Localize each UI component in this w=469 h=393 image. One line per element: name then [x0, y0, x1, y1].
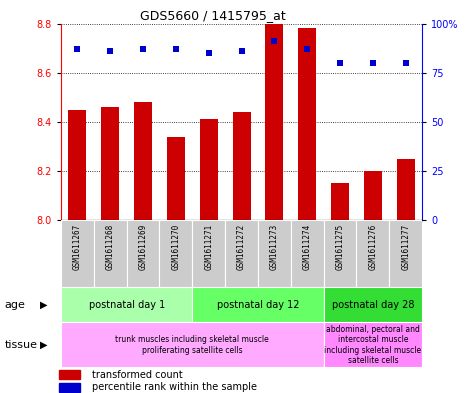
Text: GSM1611268: GSM1611268 [106, 223, 115, 270]
Text: postnatal day 28: postnatal day 28 [332, 299, 414, 310]
Bar [397, 159, 415, 220]
Bar [127, 220, 159, 287]
Bar [258, 220, 291, 287]
Text: ▶: ▶ [40, 340, 47, 350]
Bar [225, 220, 258, 287]
Bar [192, 287, 324, 322]
Bar [61, 287, 192, 322]
Text: GSM1611277: GSM1611277 [401, 223, 410, 270]
Text: ▶: ▶ [40, 299, 47, 310]
Bar [68, 110, 86, 220]
Text: postnatal day 1: postnatal day 1 [89, 299, 165, 310]
Bar [324, 287, 422, 322]
Bar [389, 220, 422, 287]
Text: GSM1611275: GSM1611275 [335, 223, 345, 270]
Text: GSM1611272: GSM1611272 [237, 223, 246, 270]
Text: GSM1611273: GSM1611273 [270, 223, 279, 270]
Text: GSM1611270: GSM1611270 [171, 223, 181, 270]
Title: GDS5660 / 1415795_at: GDS5660 / 1415795_at [140, 9, 286, 22]
Bar [364, 171, 382, 220]
Bar [200, 119, 218, 220]
Text: age: age [5, 299, 26, 310]
Bar [331, 183, 349, 220]
Bar [265, 24, 283, 220]
Text: GSM1611267: GSM1611267 [73, 223, 82, 270]
Bar [298, 29, 316, 220]
Text: GSM1611274: GSM1611274 [303, 223, 312, 270]
Bar [233, 112, 250, 220]
Bar [356, 220, 389, 287]
Text: GSM1611276: GSM1611276 [368, 223, 378, 270]
Bar [61, 220, 94, 287]
Text: trunk muscles including skeletal muscle
proliferating satellite cells: trunk muscles including skeletal muscle … [115, 335, 269, 354]
Text: tissue: tissue [5, 340, 38, 350]
Bar [291, 220, 324, 287]
Text: percentile rank within the sample: percentile rank within the sample [92, 382, 257, 392]
Bar [324, 220, 356, 287]
Text: GSM1611271: GSM1611271 [204, 223, 213, 270]
Bar [324, 322, 422, 367]
Bar [167, 137, 185, 220]
Bar [134, 102, 152, 220]
Bar [61, 322, 324, 367]
Bar [94, 220, 127, 287]
Text: postnatal day 12: postnatal day 12 [217, 299, 299, 310]
Text: GSM1611269: GSM1611269 [138, 223, 148, 270]
Bar [59, 383, 80, 392]
Bar [192, 220, 225, 287]
Text: transformed count: transformed count [92, 369, 183, 380]
Bar [159, 220, 192, 287]
Bar [101, 107, 119, 220]
Bar [59, 370, 80, 379]
Text: abdominal, pectoral and
intercostal muscle
including skeletal muscle
satellite c: abdominal, pectoral and intercostal musc… [324, 325, 422, 365]
